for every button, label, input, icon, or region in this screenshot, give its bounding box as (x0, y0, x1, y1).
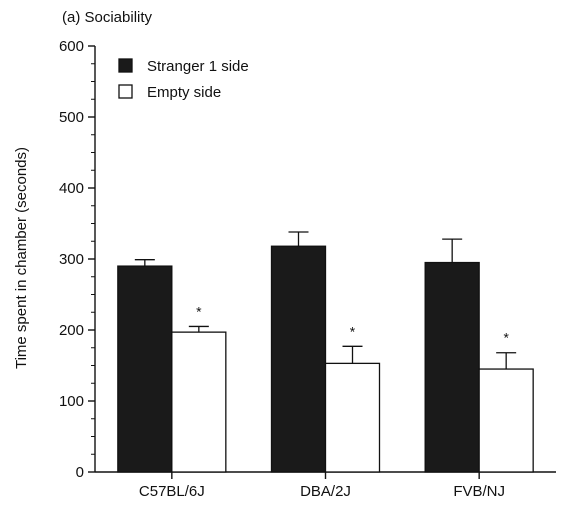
legend: Stranger 1 side Empty side (118, 58, 249, 101)
y-tick-label: 600 (59, 38, 84, 55)
y-tick-label: 300 (59, 251, 84, 268)
legend-label: Empty side (147, 84, 221, 101)
significance-marker: * (350, 323, 356, 339)
y-tick-label: 100 (59, 393, 84, 410)
y-axis-title: Time spent in chamber (seconds) (13, 147, 30, 369)
category-label: FVB/NJ (453, 483, 505, 500)
legend-label: Stranger 1 side (147, 58, 249, 75)
category-labels: C57BL/6J DBA/2J FVB/NJ (139, 472, 505, 500)
bar-empty-2 (478, 368, 534, 473)
bar-empty-0 (171, 331, 227, 473)
bars: * * * (117, 231, 534, 473)
bar-stranger-1 (270, 245, 327, 473)
bar-stranger-2 (424, 261, 480, 473)
significance-marker: * (503, 330, 509, 346)
y-tick-label: 200 (59, 322, 84, 339)
legend-swatch (118, 58, 133, 73)
y-ticks: 0 100 200 300 400 500 600 (59, 38, 95, 481)
bar-empty-1 (324, 362, 381, 473)
chart-title: (a) Sociability (62, 9, 153, 26)
category-label: DBA/2J (300, 483, 351, 500)
y-tick-label: 0 (76, 464, 84, 481)
significance-marker: * (196, 303, 202, 319)
y-tick-label: 500 (59, 109, 84, 126)
bar-stranger-0 (117, 265, 173, 473)
category-label: C57BL/6J (139, 483, 205, 500)
y-tick-label: 400 (59, 180, 84, 197)
legend-swatch (118, 84, 133, 99)
